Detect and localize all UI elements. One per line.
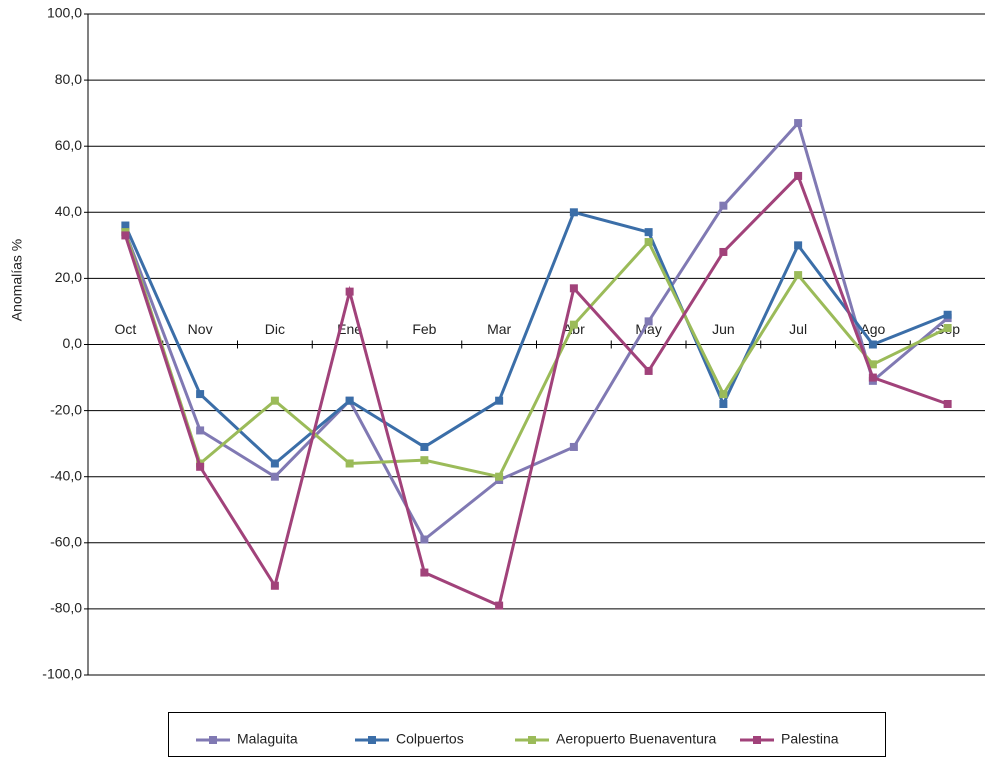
- legend-label: Malaguita: [237, 731, 298, 747]
- marker: [345, 459, 354, 468]
- marker: [495, 601, 504, 610]
- marker: [121, 221, 130, 230]
- marker: [719, 201, 728, 210]
- y-axis-title: Anomalías %: [9, 239, 25, 321]
- marker: [644, 366, 653, 375]
- marker: [270, 459, 279, 468]
- x-tick-label: Oct: [114, 321, 136, 337]
- marker: [270, 472, 279, 481]
- marker: [420, 535, 429, 544]
- marker: [569, 284, 578, 293]
- marker: [644, 317, 653, 326]
- marker: [420, 456, 429, 465]
- marker: [196, 462, 205, 471]
- marker: [345, 396, 354, 405]
- y-tick-label: 40,0: [55, 203, 82, 219]
- line: [124, 210, 949, 466]
- line: [123, 173, 949, 608]
- marker: [569, 320, 578, 329]
- y-tick-label: -40,0: [50, 467, 82, 483]
- x-tick-label: Ago: [860, 321, 885, 337]
- y-tick-label: 0,0: [63, 335, 83, 351]
- y-tick-label: -100,0: [42, 666, 82, 682]
- legend-label: Palestina: [781, 731, 839, 747]
- marker: [868, 360, 877, 369]
- y-tick-label: -20,0: [50, 401, 82, 417]
- marker: [196, 390, 205, 399]
- x-tick-label: Jun: [712, 321, 735, 337]
- marker: [270, 396, 279, 405]
- marker: [196, 426, 205, 435]
- marker: [420, 442, 429, 451]
- x-tick-label: Mar: [487, 321, 511, 337]
- marker: [719, 247, 728, 256]
- marker: [868, 373, 877, 382]
- y-tick-label: 100,0: [47, 5, 82, 21]
- marker: [644, 228, 653, 237]
- legend-marker: [528, 736, 536, 744]
- x-tick-label: Feb: [412, 321, 436, 337]
- x-tick-label: Nov: [188, 321, 213, 337]
- legend-label: Aeropuerto Buenaventura: [556, 731, 717, 747]
- legend-marker: [368, 736, 376, 744]
- marker: [794, 271, 803, 280]
- legend-label: Colpuertos: [396, 731, 464, 747]
- x-tick-label: Ene: [337, 321, 362, 337]
- marker: [719, 399, 728, 408]
- line: [123, 231, 949, 479]
- marker: [495, 472, 504, 481]
- y-tick-label: 60,0: [55, 137, 82, 153]
- x-tick-label: Dic: [265, 321, 285, 337]
- line: [123, 120, 949, 542]
- marker: [943, 310, 952, 319]
- marker: [794, 241, 803, 250]
- marker: [270, 581, 279, 590]
- y-tick-label: -80,0: [50, 600, 82, 616]
- marker: [868, 340, 877, 349]
- y-tick-label: -60,0: [50, 534, 82, 550]
- marker: [943, 323, 952, 332]
- x-tick-label: Jul: [789, 321, 807, 337]
- marker: [644, 238, 653, 247]
- marker: [794, 171, 803, 180]
- marker: [719, 390, 728, 399]
- marker: [569, 208, 578, 217]
- y-tick-label: 80,0: [55, 71, 82, 87]
- marker: [420, 568, 429, 577]
- legend-marker: [209, 736, 217, 744]
- marker: [569, 442, 578, 451]
- marker: [794, 119, 803, 128]
- marker: [943, 399, 952, 408]
- marker: [345, 287, 354, 296]
- marker: [495, 396, 504, 405]
- legend-marker: [753, 736, 761, 744]
- y-tick-label: 20,0: [55, 269, 82, 285]
- marker: [121, 231, 130, 240]
